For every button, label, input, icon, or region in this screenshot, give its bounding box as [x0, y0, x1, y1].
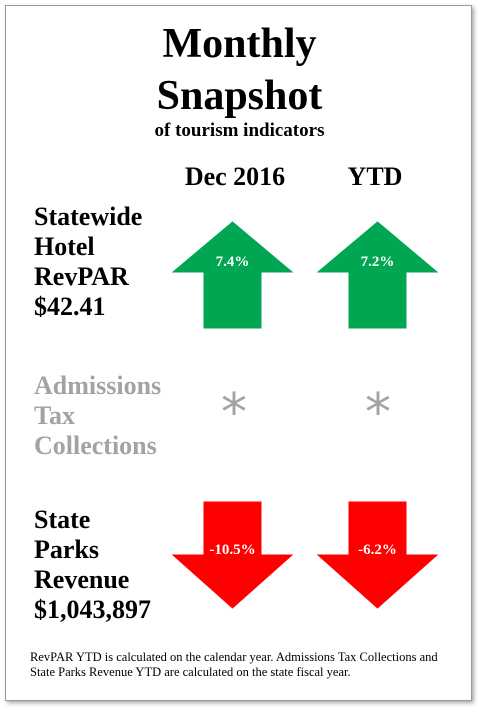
parks-ytd-down-arrow-icon: -6.2%: [315, 500, 440, 610]
row-label-value: $42.41: [34, 292, 106, 321]
admissions-ytd-asterisk-icon: *: [365, 383, 391, 443]
row-label-value: $1,043,897: [34, 595, 151, 624]
up-arrow-shape: [171, 221, 294, 329]
down-arrow-shape: [171, 501, 294, 609]
row-label-line: Parks: [34, 535, 99, 564]
row-label-state-parks: State Parks Revenue $1,043,897: [34, 505, 151, 625]
revpar-ytd-up-arrow-icon: 7.2%: [315, 220, 440, 330]
row-label-line: Statewide: [34, 202, 143, 231]
column-header-ytd: YTD: [347, 162, 403, 191]
row-label-line: Collections: [34, 431, 157, 460]
row-label-line: State: [34, 505, 91, 534]
row-label-line: Admissions: [34, 371, 162, 400]
row-label-line: Hotel: [34, 232, 95, 261]
parks-period-change: -10.5%: [209, 542, 256, 558]
row-label-revpar: Statewide Hotel RevPAR $42.41: [34, 202, 142, 322]
revpar-ytd-change: 7.2%: [360, 254, 395, 270]
row-label-line: Tax: [34, 401, 75, 430]
revpar-period-change: 7.4%: [215, 254, 250, 270]
subtitle: of tourism indicators: [154, 120, 325, 141]
down-arrow-shape: [316, 501, 439, 609]
parks-ytd-change: -6.2%: [358, 542, 397, 558]
up-arrow-shape: [316, 221, 439, 329]
revpar-period-up-arrow-icon: 7.4%: [170, 220, 295, 330]
row-label-line: Revenue: [34, 565, 130, 594]
column-header-period: Dec 2016: [184, 162, 286, 191]
parks-period-down-arrow-icon: -10.5%: [170, 500, 295, 610]
row-label-line: RevPAR: [34, 262, 129, 291]
title-line-1: Monthly: [162, 21, 317, 67]
row-label-admissions-tax: Admissions Tax Collections: [34, 371, 161, 461]
title-line-2: Snapshot: [156, 73, 323, 119]
admissions-period-asterisk-icon: *: [221, 383, 247, 443]
footnote: RevPAR YTD is calculated on the calendar…: [30, 650, 438, 679]
